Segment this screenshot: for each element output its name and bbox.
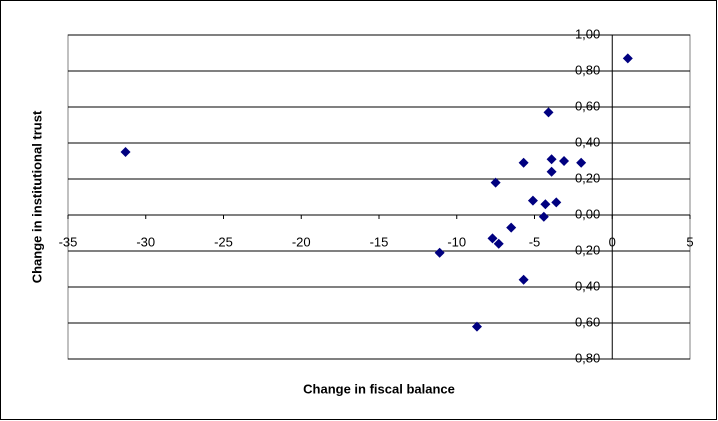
data-point bbox=[490, 177, 501, 188]
plot-area bbox=[67, 34, 691, 360]
data-point bbox=[518, 274, 529, 285]
data-point bbox=[622, 53, 633, 64]
y-tick-label: 0,80 bbox=[575, 62, 600, 77]
x-tick-label: 5 bbox=[686, 234, 693, 249]
y-tick-label: -0,40 bbox=[571, 278, 601, 293]
data-point bbox=[543, 107, 554, 118]
data-point bbox=[576, 157, 587, 168]
y-tick-label: -0,60 bbox=[571, 314, 601, 329]
data-point bbox=[546, 166, 557, 177]
y-tick-label: 0,40 bbox=[575, 134, 600, 149]
data-point bbox=[540, 199, 551, 210]
y-tick-label: 1,00 bbox=[575, 26, 600, 41]
x-tick-label: -35 bbox=[59, 234, 78, 249]
x-tick-label: -25 bbox=[214, 234, 233, 249]
x-tick-label: -30 bbox=[136, 234, 155, 249]
data-point bbox=[493, 238, 504, 249]
data-point bbox=[559, 156, 570, 166]
x-tick-label: -15 bbox=[370, 234, 389, 249]
data-point bbox=[487, 233, 498, 244]
data-point bbox=[518, 157, 529, 168]
data-point bbox=[538, 211, 549, 222]
data-point bbox=[120, 147, 131, 157]
data-point bbox=[434, 247, 445, 258]
y-tick-label: 0,60 bbox=[575, 98, 600, 113]
x-axis-title: Change in fiscal balance bbox=[303, 381, 455, 396]
y-tick-label: -0,80 bbox=[571, 350, 601, 365]
data-point bbox=[527, 195, 538, 206]
y-tick-label: 0,20 bbox=[575, 170, 600, 185]
y-tick-label: -0,20 bbox=[571, 242, 601, 257]
x-tick-label: 0 bbox=[609, 234, 616, 249]
data-point bbox=[471, 321, 482, 332]
y-tick-label: 0,00 bbox=[575, 206, 600, 221]
x-tick-label: -20 bbox=[292, 234, 311, 249]
data-point bbox=[546, 154, 557, 165]
y-axis-title: Change in institutional trust bbox=[29, 110, 44, 283]
x-tick-label: -10 bbox=[447, 234, 466, 249]
data-point bbox=[506, 222, 517, 233]
data-point bbox=[551, 197, 562, 208]
x-tick-label: -5 bbox=[529, 234, 541, 249]
